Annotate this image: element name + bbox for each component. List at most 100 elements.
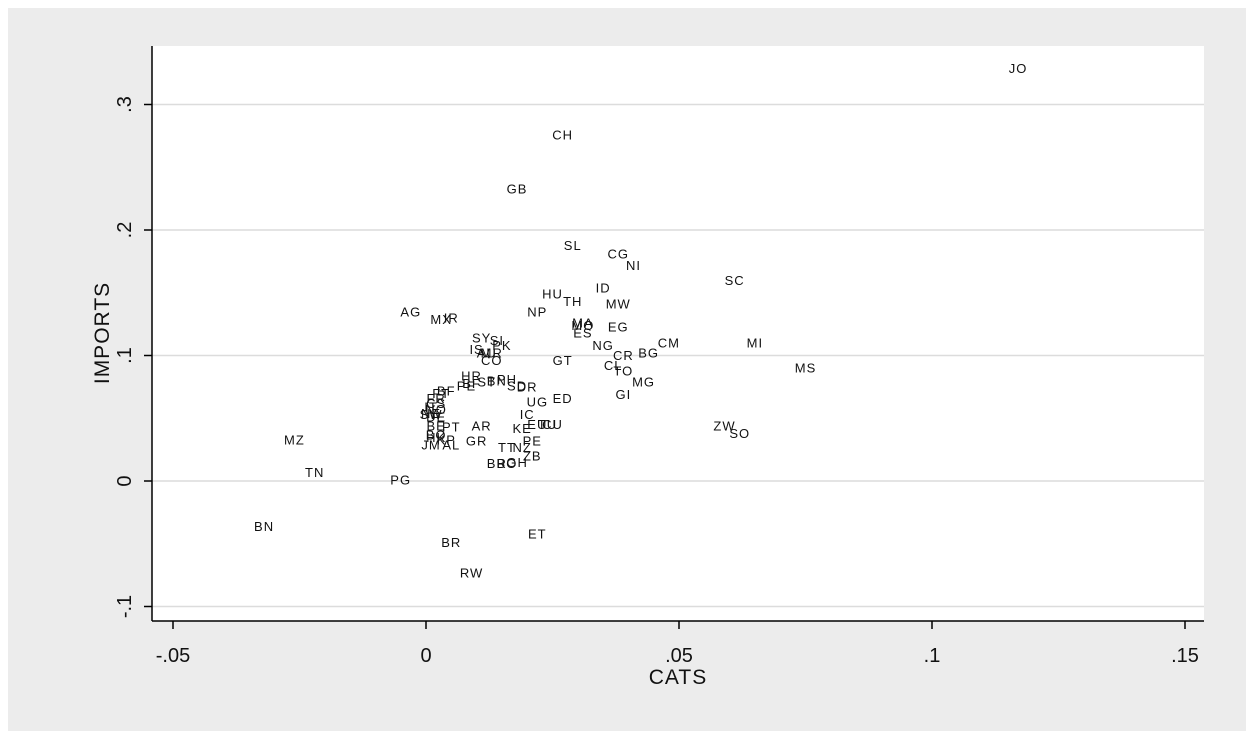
point-label-ir: IR	[444, 311, 459, 326]
point-label-sy: SY	[472, 331, 491, 346]
point-label-cm: CM	[658, 336, 680, 351]
point-label-hr: HR	[461, 368, 482, 383]
point-label-ng: NG	[592, 338, 614, 353]
point-label-gr: GR	[466, 434, 488, 449]
gridlines	[152, 103, 1204, 608]
point-label-tn: TN	[305, 465, 324, 480]
point-label-bg: BG	[638, 346, 659, 361]
y-axis-title: IMPORTS	[91, 282, 114, 384]
point-label-mz: MZ	[284, 432, 305, 447]
point-label-st: ST	[477, 375, 496, 390]
point-label-ft: FT	[432, 386, 450, 401]
point-label-cg: CG	[608, 247, 630, 262]
point-label-mx: MX	[430, 312, 452, 327]
y-tick-label: .3	[114, 96, 136, 113]
point-label-th: TH	[563, 294, 582, 309]
point-label-cu: CU	[542, 417, 563, 432]
y-tick-label: .2	[114, 222, 136, 239]
x-tick-label: .15	[1171, 645, 1199, 667]
x-tick-label: 0	[420, 645, 431, 667]
point-label-ke: KE	[512, 421, 531, 436]
x-tick-label: -.05	[156, 645, 190, 667]
point-label-co: CO	[481, 353, 503, 368]
point-label-mo: MO	[571, 318, 594, 333]
point-label-ar: AR	[472, 418, 492, 433]
point-label-pg: PG	[390, 472, 411, 487]
point-label-zw: ZW	[713, 418, 735, 433]
point-label-bo: BO	[497, 456, 518, 471]
point-label-mi: MI	[747, 336, 763, 351]
point-label-bf: BF	[462, 376, 481, 391]
point-label-rw: RW	[460, 565, 483, 580]
point-label-sc: SC	[725, 273, 745, 288]
point-label-cr: CR	[613, 348, 634, 363]
point-label-bn: BN	[254, 519, 274, 534]
point-label-br: BR	[487, 456, 507, 471]
point-label-si: SI	[490, 333, 504, 348]
point-label-ed: ED	[553, 391, 573, 406]
point-label-cl: CL	[604, 358, 623, 373]
point-label-ic: IC	[520, 407, 535, 422]
point-label-ag: AG	[400, 304, 421, 319]
point-label-br: BR	[441, 535, 461, 550]
point-label-bn: BN	[487, 373, 507, 388]
point-label-ph: PH	[497, 372, 517, 387]
y-tick-label: .1	[114, 347, 136, 364]
x-tick-label: .05	[665, 645, 693, 667]
point-label-is: IS	[469, 342, 483, 357]
point-label-kp: KP	[437, 432, 456, 447]
point-label-al: AL	[442, 437, 460, 452]
point-label-sd: SD	[507, 378, 527, 393]
point-label-de: DE	[426, 410, 446, 425]
point-label-bo: BO	[426, 427, 447, 442]
point-label-gi: GI	[615, 387, 631, 402]
point-label-sl: SL	[564, 238, 582, 253]
point-label-ne: NE	[421, 406, 441, 421]
point-label-so: SO	[729, 426, 750, 441]
point-label-sw: SW	[420, 407, 443, 422]
point-label-bf: BF	[437, 383, 456, 398]
point-label-es: ES	[573, 326, 592, 341]
x-axis-title: CATS	[649, 666, 707, 689]
point-label-cs: CS	[426, 396, 446, 411]
point-label-pk: PK	[492, 338, 511, 353]
point-label-gh: GH	[506, 455, 528, 470]
point-label-gt: GT	[553, 353, 573, 368]
point-label-mg: MG	[632, 375, 655, 390]
point-label-zb: ZB	[523, 449, 542, 464]
point-label-ch: CH	[552, 127, 573, 142]
axes: -.1 0 .1 .2 .3 -.05 0 .05 .1 .15	[114, 46, 1204, 667]
point-label-ms: MS	[795, 361, 817, 376]
point-label-ni: NI	[626, 258, 641, 273]
point-label-np: NP	[527, 304, 547, 319]
point-label-mw: MW	[606, 297, 631, 312]
point-label-jm: JM	[421, 437, 440, 452]
point-label-fr: FR	[426, 391, 445, 406]
point-label-pt: PT	[442, 420, 461, 435]
point-label-dr: DR	[517, 380, 538, 395]
point-label-no: NO	[425, 402, 447, 417]
point-label-hk: HK	[426, 430, 446, 445]
point-label-mr: MR	[481, 346, 503, 361]
point-label-tt: TT	[498, 440, 516, 455]
point-label-pe: PE	[523, 434, 542, 449]
point-label-be: BE	[426, 418, 445, 433]
point-label-it: IT	[424, 400, 438, 415]
point-label-jo: JO	[1009, 61, 1028, 76]
y-tick-label: -.1	[114, 595, 136, 618]
point-label-ma: MA	[572, 316, 594, 331]
plot-area	[152, 46, 1204, 621]
y-tick-label: 0	[114, 475, 136, 486]
x-tick-label: .1	[924, 645, 941, 667]
point-label-eg: EG	[608, 319, 629, 334]
point-label-gb: GB	[507, 181, 528, 196]
point-label-hu: HU	[542, 287, 563, 302]
point-label-au: AU	[477, 346, 497, 361]
point-label-et: ET	[528, 526, 547, 541]
point-label-pe: PE	[457, 378, 476, 393]
point-label-to: TO	[613, 363, 633, 378]
point-label-eu: EU	[527, 417, 547, 432]
point-label-nz: NZ	[512, 440, 531, 455]
